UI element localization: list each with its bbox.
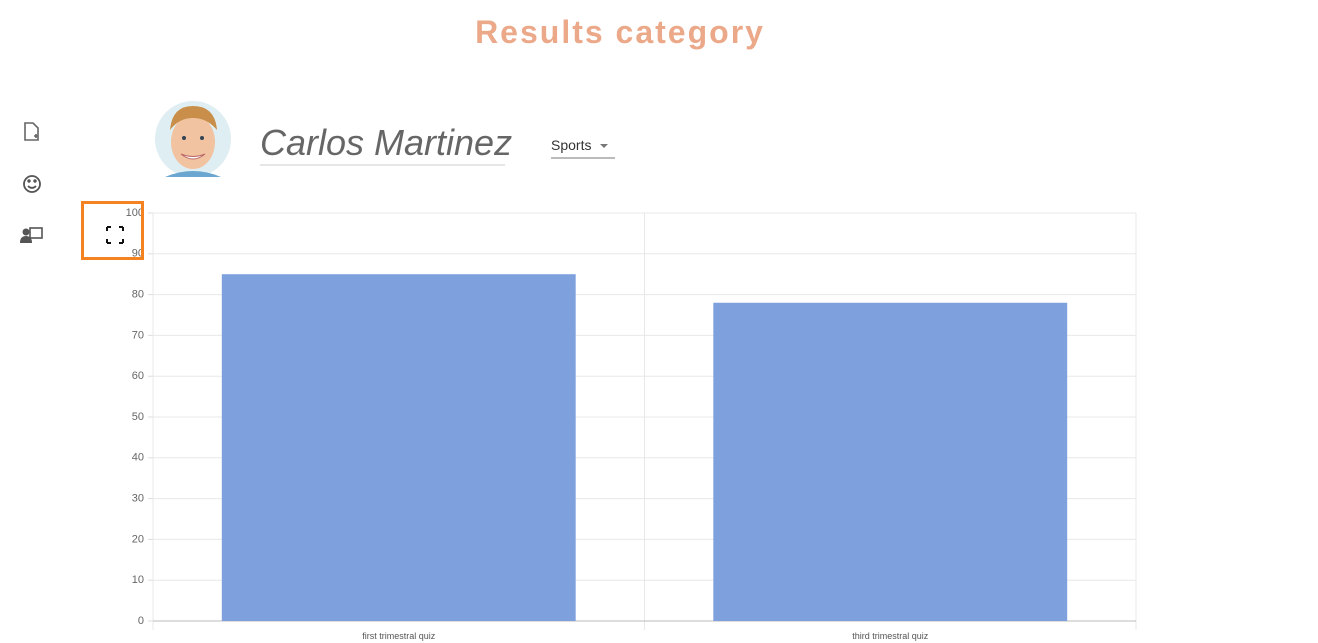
bar-chart: 0 10 20 30 40 50 60 70 80 90 100 first trimestral q…: [126, 207, 1137, 641]
sidebar-add-doc-icon[interactable]: [24, 122, 39, 141]
y-tick-label: 90: [132, 248, 144, 260]
sidebar-smile-icon[interactable]: [23, 175, 41, 193]
sidebar-teacher-icon[interactable]: [20, 227, 43, 243]
y-tick-label: 30: [132, 493, 144, 505]
expand-button[interactable]: [81, 201, 144, 260]
y-tick-label: 40: [132, 452, 144, 464]
x-tick-label: third trimestral quiz: [852, 631, 929, 641]
y-tick-label: 10: [132, 574, 144, 586]
avatar: [155, 101, 231, 177]
bar: [713, 302, 1068, 621]
category-dropdown[interactable]: Sports: [551, 137, 591, 153]
y-tick-label: 100: [126, 207, 144, 219]
y-tick-label: 80: [132, 289, 144, 301]
dropdown-caret[interactable]: [600, 144, 608, 148]
y-tick-label: 50: [132, 411, 144, 423]
y-tick-label: 60: [132, 370, 144, 382]
page-title: Results category: [475, 14, 765, 50]
y-tick-label: 20: [132, 533, 144, 545]
bar: [221, 274, 576, 621]
x-tick-label: first trimestral quiz: [362, 631, 436, 641]
y-tick-label: 70: [132, 329, 144, 341]
y-tick-label: 0: [138, 615, 144, 627]
student-name: Carlos Martinez: [260, 122, 512, 163]
